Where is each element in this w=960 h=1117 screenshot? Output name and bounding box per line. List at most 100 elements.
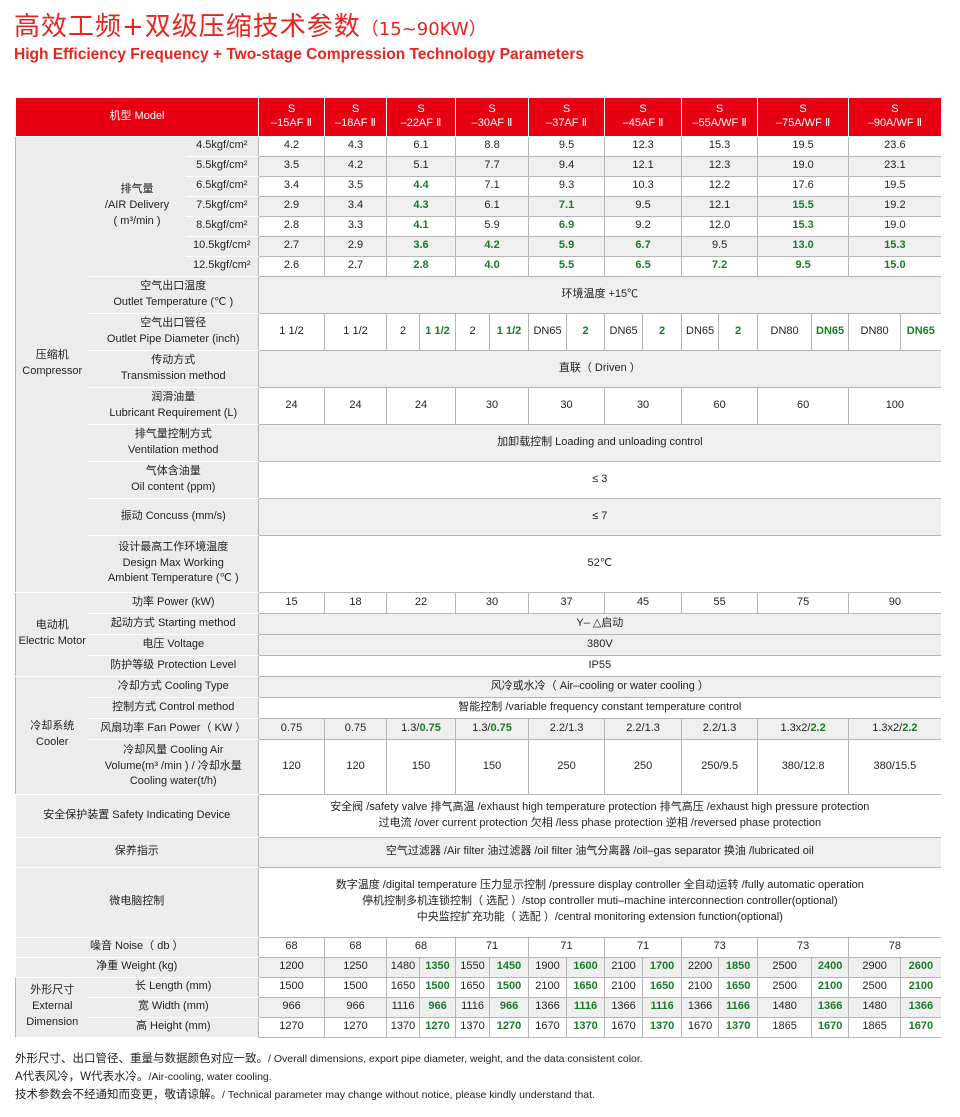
table-row: 外形尺寸 External Dimension 长 Length (mm) 1500 15…	[15, 977, 941, 1038]
value-part: 1.3/	[401, 721, 420, 734]
value-cell: 1670	[604, 1017, 643, 1038]
value-cell: 71	[604, 937, 682, 958]
air-delivery-label: 排气量/AIR Delivery( m³/min )	[88, 136, 186, 277]
row-label: 控制方式 Control method	[88, 697, 259, 719]
value-cell: 966	[324, 997, 387, 1018]
group-dimension: 外形尺寸 External Dimension	[15, 977, 89, 1038]
value-cell: 120	[324, 739, 387, 795]
pressure-label: 8.5kgf/cm²	[185, 216, 259, 237]
value-cell: 0.75	[258, 718, 325, 740]
row-label: 冷却风量 Cooling Air Volume(m³ /min ) / 冷却水量 C…	[88, 739, 259, 795]
value-cell: 1900	[528, 957, 567, 978]
value-cell: 2100	[681, 977, 719, 998]
title-main: 高效工频+双级压缩技术参数	[14, 12, 361, 42]
table-row: 振动 Concuss (mm/s) ≤ 7	[16, 498, 941, 536]
table-row: 风扇功率 Fan Power（ KW ） 0.75 0.75 1.3/0.75 1.3/…	[16, 718, 941, 740]
model-2: S –22AF Ⅱ	[386, 98, 456, 137]
value-cell: 3.4	[258, 176, 325, 197]
value-cell: 1500	[324, 977, 387, 998]
row-label: 净重 Weight (kg)	[15, 957, 259, 978]
table-row: 宽 Width (mm) 966 966 1116 966 1116 966 1366 1116…	[16, 997, 941, 1018]
value-cell: 1480	[386, 957, 420, 978]
value-cell: 1650	[386, 977, 420, 998]
row-label: 设计最高工作环境温度 Design Max Working Ambient Temp…	[88, 535, 259, 593]
value-part-alt: 2.2	[810, 721, 826, 734]
value-cell: 1200	[258, 957, 325, 978]
table-row: 空气出口管径 Outlet Pipe Diameter (inch) 1 1/2 1 …	[16, 313, 941, 351]
value-cell: 250	[528, 739, 605, 795]
value-cell: 150	[386, 739, 456, 795]
value-cell: 5.9	[528, 236, 605, 257]
value-cell: 19.0	[757, 156, 849, 177]
value-cell: 22	[386, 592, 456, 614]
row-label: 电压 Voltage	[88, 634, 259, 656]
table-row: 保养指示 空气过滤器 /Air filter 油过滤器 /oil filter 油…	[15, 837, 941, 868]
value-cell: 23.6	[848, 136, 941, 157]
pressure-label: 5.5kgf/cm²	[185, 156, 259, 177]
row-label: 冷却方式 Cooling Type	[88, 676, 259, 698]
value-cell: 2.7	[324, 256, 387, 277]
value-cell: 7.7	[455, 156, 529, 177]
value-cell: 1650	[455, 977, 490, 998]
span-value: 380V	[258, 634, 941, 656]
value-cell: 4.2	[455, 236, 529, 257]
value-cell: 12.3	[604, 136, 682, 157]
value-cell: 4.0	[455, 256, 529, 277]
value-cell: 71	[455, 937, 529, 958]
model-7: S –75A/WF Ⅱ	[757, 98, 849, 137]
value-cell: 1.3x2/2.2	[848, 718, 941, 740]
pressure-label: 4.5kgf/cm²	[185, 136, 259, 157]
value-cell: 1480	[848, 997, 901, 1018]
row-label: 排气量控制方式 Ventilation method	[88, 424, 259, 462]
value-part: 1.3x2/	[872, 721, 903, 734]
value-cell: 12.0	[681, 216, 758, 237]
value-cell: 2100	[528, 977, 567, 998]
value-cell: 2.8	[258, 216, 325, 237]
table-row: 微电脑控制 数字温度 /digital temperature 压力显示控制 /p…	[15, 867, 941, 938]
row-label: 功率 Power (kW)	[88, 592, 259, 614]
table-row: 机型 Model S –15AF Ⅱ S –18AF Ⅱ S –22AF Ⅱ S –30AF Ⅱ…	[14, 98, 941, 137]
page-subtitle: High Efficiency Frequency + Two-stage Co…	[14, 46, 585, 63]
value-part-alt: 2.2	[902, 721, 918, 734]
span-value: 数字温度 /digital temperature 压力显示控制 /pressu…	[258, 867, 941, 938]
table-row: 控制方式 Control method 智能控制 /variable freque…	[16, 697, 941, 719]
value-cell-alt: 1166	[718, 997, 758, 1018]
span-value: 风冷或水冷（ Air–cooling or water cooling ）	[258, 676, 941, 698]
row-label: 风扇功率 Fan Power（ KW ）	[88, 718, 259, 740]
value-cell: 68	[324, 937, 387, 958]
value-cell: 13.0	[757, 236, 849, 257]
value-cell: 2500	[848, 977, 901, 998]
value-cell: 1370	[386, 1017, 420, 1038]
value-cell: 250	[604, 739, 682, 795]
row-label: 宽 Width (mm)	[88, 997, 259, 1018]
table-row: 7.5kgf/cm² 2.9 3.4 4.3 6.1 7.1 9.5 12.1 15.5 19.2	[16, 196, 941, 217]
model-0: S –15AF Ⅱ	[258, 98, 325, 137]
value-cell: 1116	[386, 997, 420, 1018]
value-cell: 8.8	[455, 136, 529, 157]
footnote-en: / Technical parameter may change without…	[222, 1089, 595, 1101]
value-cell-alt: 2100	[900, 977, 941, 998]
value-cell: 12.2	[681, 176, 758, 197]
span-value: 安全阀 /safety valve 排气高温 /exhaust high tem…	[258, 794, 941, 838]
value-cell: 1.3/0.75	[386, 718, 456, 740]
group-motor: 电动机 Electric Motor	[15, 592, 89, 677]
value-cell-alt: 1366	[811, 997, 849, 1018]
value-cell-alt: 1366	[900, 997, 941, 1018]
value-cell: 2.8	[386, 256, 456, 277]
footnote-en: /Air-cooling, water cooling.	[148, 1071, 272, 1083]
footnote-cn: 技术参数会不经通知而变更，敬请谅解。	[15, 1089, 222, 1101]
value-cell: 380/15.5	[848, 739, 941, 795]
row-label: 噪音 Noise（ db ）	[15, 937, 259, 958]
value-cell: 3.4	[324, 196, 387, 217]
footnote-cn: A代表风冷，W代表水冷。	[15, 1071, 149, 1083]
model-1: S –18AF Ⅱ	[324, 98, 387, 137]
value-cell: 15.3	[848, 236, 941, 257]
value-cell: 2.6	[258, 256, 325, 277]
value-cell: 1366	[604, 997, 643, 1018]
table-row: 传动方式 Transmission method 直联（ Driven ）	[16, 350, 941, 388]
value-cell: 37	[528, 592, 605, 614]
value-cell: 19.5	[848, 176, 941, 197]
value-cell-alt: 1370	[566, 1017, 605, 1038]
pressure-label: 10.5kgf/cm²	[185, 236, 259, 257]
table-row: 空气出口温度 Outlet Temperature (℃ ) 环境温度 +15℃	[16, 276, 941, 314]
